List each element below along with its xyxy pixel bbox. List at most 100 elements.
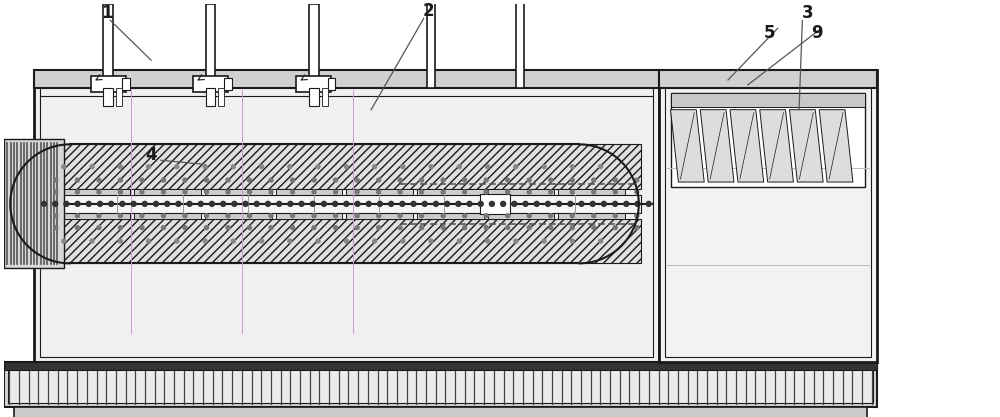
- Bar: [206, 4, 215, 88]
- Bar: [218, 88, 224, 106]
- Bar: [205, 197, 272, 219]
- Circle shape: [486, 165, 490, 168]
- Circle shape: [260, 165, 264, 168]
- Circle shape: [316, 165, 320, 168]
- Circle shape: [463, 190, 467, 194]
- Bar: [348, 198, 363, 203]
- Circle shape: [398, 190, 402, 194]
- Bar: [480, 194, 510, 214]
- Circle shape: [599, 165, 603, 168]
- Circle shape: [54, 190, 58, 194]
- Circle shape: [265, 201, 270, 206]
- Circle shape: [373, 239, 377, 243]
- Bar: [238, 205, 253, 210]
- Circle shape: [54, 214, 58, 218]
- Circle shape: [209, 201, 214, 206]
- Circle shape: [321, 201, 326, 206]
- Circle shape: [86, 201, 91, 206]
- Circle shape: [288, 201, 293, 206]
- Bar: [659, 70, 877, 362]
- Circle shape: [527, 214, 531, 218]
- Circle shape: [97, 190, 101, 194]
- Circle shape: [429, 239, 433, 243]
- Bar: [450, 198, 465, 203]
- Bar: [103, 4, 113, 88]
- Bar: [276, 189, 342, 211]
- Circle shape: [269, 178, 273, 182]
- Bar: [293, 198, 308, 203]
- Circle shape: [183, 190, 187, 194]
- Circle shape: [463, 226, 467, 230]
- Circle shape: [120, 201, 125, 206]
- Bar: [309, 4, 319, 88]
- Circle shape: [377, 201, 382, 206]
- Circle shape: [226, 190, 230, 194]
- Polygon shape: [789, 110, 823, 182]
- Bar: [81, 198, 96, 203]
- Bar: [346, 189, 413, 211]
- Circle shape: [366, 201, 371, 206]
- Circle shape: [484, 226, 488, 230]
- Circle shape: [570, 226, 574, 230]
- Circle shape: [140, 178, 144, 182]
- Circle shape: [187, 201, 192, 206]
- Bar: [254, 205, 269, 210]
- Bar: [81, 205, 96, 210]
- Circle shape: [254, 201, 259, 206]
- Circle shape: [549, 190, 553, 194]
- Circle shape: [441, 226, 445, 230]
- Circle shape: [248, 226, 252, 230]
- Bar: [671, 93, 865, 187]
- Circle shape: [288, 165, 292, 168]
- Circle shape: [557, 201, 562, 206]
- Circle shape: [624, 201, 629, 206]
- Bar: [66, 198, 80, 203]
- Bar: [52, 195, 641, 213]
- Circle shape: [299, 201, 304, 206]
- Bar: [205, 189, 272, 211]
- Circle shape: [467, 201, 472, 206]
- Bar: [419, 205, 434, 210]
- Circle shape: [635, 201, 640, 206]
- Circle shape: [97, 178, 101, 182]
- Circle shape: [441, 214, 445, 218]
- Circle shape: [131, 201, 136, 206]
- Circle shape: [183, 214, 187, 218]
- Circle shape: [147, 239, 151, 243]
- Circle shape: [377, 190, 381, 194]
- Circle shape: [433, 201, 438, 206]
- Circle shape: [506, 190, 510, 194]
- Bar: [64, 197, 130, 219]
- Circle shape: [445, 201, 450, 206]
- Circle shape: [570, 214, 574, 218]
- Bar: [4, 139, 64, 268]
- Bar: [427, 0, 435, 88]
- Circle shape: [226, 178, 230, 182]
- Circle shape: [269, 214, 273, 218]
- Circle shape: [312, 214, 316, 218]
- Circle shape: [118, 226, 122, 230]
- Circle shape: [248, 214, 252, 218]
- Circle shape: [161, 214, 165, 218]
- Bar: [122, 78, 130, 90]
- Text: 2: 2: [423, 2, 434, 20]
- Circle shape: [334, 214, 338, 218]
- Circle shape: [570, 239, 574, 243]
- Circle shape: [549, 226, 553, 230]
- Circle shape: [484, 178, 488, 182]
- Circle shape: [523, 201, 528, 206]
- Circle shape: [377, 214, 381, 218]
- Polygon shape: [730, 110, 764, 182]
- Circle shape: [183, 226, 187, 230]
- Bar: [206, 88, 215, 106]
- Circle shape: [75, 214, 79, 218]
- Circle shape: [420, 226, 424, 230]
- Bar: [152, 205, 167, 210]
- Bar: [488, 189, 554, 211]
- Circle shape: [226, 226, 230, 230]
- Circle shape: [398, 214, 402, 218]
- Circle shape: [463, 214, 467, 218]
- Circle shape: [42, 201, 46, 206]
- Circle shape: [401, 165, 405, 168]
- Circle shape: [542, 239, 546, 243]
